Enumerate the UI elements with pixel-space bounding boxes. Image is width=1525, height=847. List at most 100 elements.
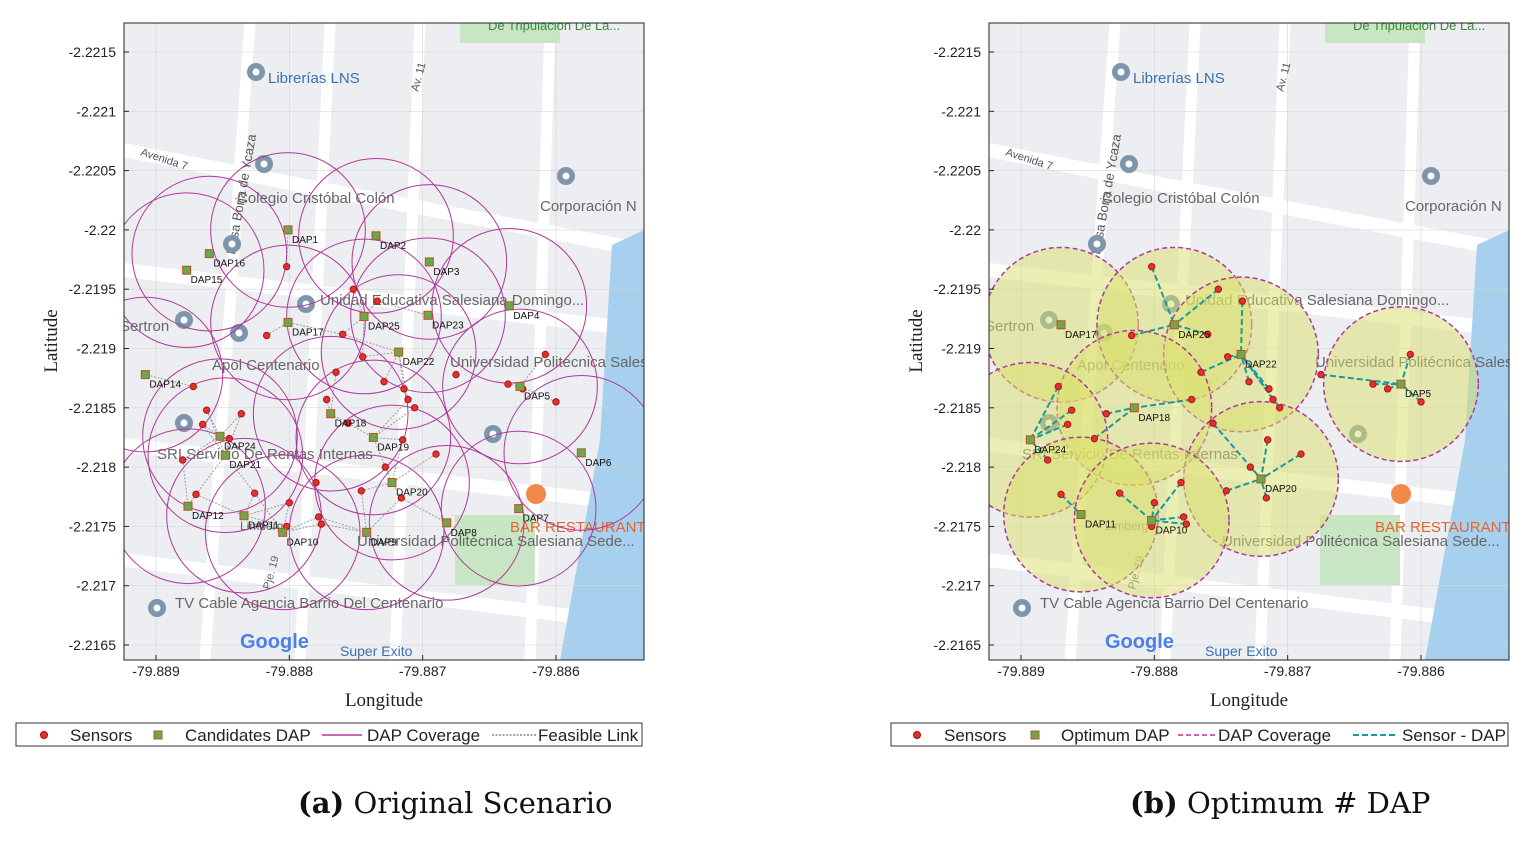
- map-water: [1425, 230, 1509, 660]
- coverage-circle: [210, 152, 366, 308]
- feasible-link: [282, 523, 322, 533]
- map-label: Corporación N: [540, 198, 637, 215]
- sensor-dap-link: [1029, 423, 1069, 441]
- sensor-dap-link: [1151, 515, 1184, 522]
- map-road: [124, 438, 644, 512]
- dap-marker: [1147, 515, 1157, 525]
- dap-marker: [140, 370, 150, 380]
- sensor-point: [250, 489, 259, 497]
- sensor-point: [338, 330, 347, 338]
- map-background: De Tripulación De La...Librerías LNS Av. …: [989, 23, 1525, 660]
- map-pin-icon: [180, 419, 188, 427]
- sensor-point: [1182, 520, 1191, 528]
- sensor-point: [1067, 406, 1076, 414]
- dap-label: DAP2: [380, 241, 407, 252]
- dap-marker: [504, 301, 514, 311]
- map-label: Universidad Politécnica Salesiana Sede..…: [357, 533, 635, 550]
- coverage-circle: [147, 377, 304, 534]
- y-tick-label: -2.219: [941, 341, 981, 357]
- dap-label: DAP19: [377, 442, 409, 453]
- dap-marker: [1236, 349, 1246, 359]
- restaurant-pin-icon: [526, 484, 546, 504]
- sensor-point: [1115, 489, 1124, 497]
- map-pin-icon: [1018, 604, 1026, 612]
- dap-label: DAP7: [523, 514, 550, 525]
- google-logo: Google: [1105, 631, 1174, 653]
- map-label: Corporación N: [1405, 198, 1502, 215]
- dap-label: DAP21: [229, 460, 261, 471]
- y-axis-label: Latitude: [41, 309, 62, 372]
- feasible-link: [401, 497, 447, 524]
- sensor-dap-link: [1260, 439, 1269, 480]
- feasible-link: [243, 515, 287, 527]
- dap-marker: [359, 311, 369, 321]
- legend-label: Sensors: [944, 726, 1006, 745]
- map-label: BAR RESTAURANTE MAREA BAMBÚ: [1375, 519, 1525, 536]
- feasible-link: [195, 454, 226, 495]
- map-pin-icon: [489, 430, 497, 438]
- x-axis-label: Longitude: [1210, 690, 1288, 711]
- sensor-point: [1417, 398, 1425, 406]
- y-tick-label: -2.2175: [69, 518, 117, 534]
- dap-marker: [423, 310, 433, 320]
- dap-marker: [442, 518, 452, 528]
- sensor-dap-link: [1212, 422, 1262, 480]
- sensor-point: [1317, 370, 1325, 379]
- map-label: Sertron: [120, 318, 169, 335]
- dap-marker: [220, 450, 230, 460]
- sensor-dap-link: [1400, 354, 1412, 385]
- sensor-point: [400, 385, 408, 393]
- sensor-dap-link: [1134, 398, 1192, 409]
- map-pin-icon: [153, 604, 161, 612]
- chart-original-scenario: De Tripulación De La...Librerías LNS Av. …: [15, 18, 762, 747]
- sensor-point: [344, 419, 352, 427]
- legend-sensor-marker: [913, 731, 921, 739]
- coverage-circle: [295, 359, 452, 516]
- sensor-dap-link: [1151, 519, 1187, 526]
- sensor-point: [1262, 494, 1271, 502]
- sensor-point: [1177, 478, 1185, 487]
- dap-marker: [1256, 474, 1266, 484]
- feasible-link: [206, 409, 226, 456]
- sensor-dap-link: [1150, 481, 1182, 522]
- sensor-point: [1369, 380, 1377, 388]
- sensor-point: [432, 450, 440, 458]
- feasible-link: [266, 321, 289, 336]
- x-tick-label: -79.887: [1264, 663, 1312, 679]
- map-label: De Tripulación De La...: [488, 18, 620, 33]
- y-tick-label: -2.221: [76, 103, 116, 119]
- coverage-circle: [350, 237, 506, 394]
- dap-label: DAP20: [396, 488, 428, 499]
- map-label: Super Exito: [1205, 643, 1278, 659]
- caption-a-label: (a): [298, 786, 345, 820]
- dap-marker: [1396, 379, 1406, 389]
- dap-label: DAP9: [371, 537, 398, 548]
- sensor-point: [381, 463, 390, 471]
- dap-label: DAP11: [248, 521, 279, 532]
- y-tick-label: -2.217: [76, 578, 116, 594]
- sensor-point: [1090, 434, 1099, 443]
- legend-label: DAP Coverage: [367, 726, 480, 745]
- dap-label: DAP10: [1156, 525, 1188, 536]
- feasible-link: [391, 453, 437, 483]
- sensor-point: [404, 395, 412, 404]
- sensor-point: [192, 490, 200, 499]
- feasible-link: [243, 502, 290, 517]
- dap-label: DAP23: [432, 320, 464, 331]
- coverage-circle: [204, 454, 361, 611]
- feasible-link: [287, 321, 343, 335]
- feasible-link: [342, 333, 399, 353]
- sensor-point: [1214, 285, 1223, 293]
- map-road: [124, 143, 644, 257]
- dap-label: DAP15: [191, 275, 223, 286]
- sensor-point: [1297, 450, 1305, 458]
- sensor-point: [332, 368, 340, 376]
- map-label: BAR RESTAURANTE MAREA BAMBÚ: [510, 519, 762, 536]
- y-tick-label: -2.2205: [69, 163, 117, 179]
- feasible-link: [254, 492, 284, 533]
- feasible-link: [224, 413, 242, 456]
- legend-label: Candidates DAP: [185, 726, 311, 745]
- dap-marker: [1129, 403, 1139, 413]
- sensor-point: [410, 404, 419, 412]
- x-tick-label: -79.889: [997, 663, 1045, 679]
